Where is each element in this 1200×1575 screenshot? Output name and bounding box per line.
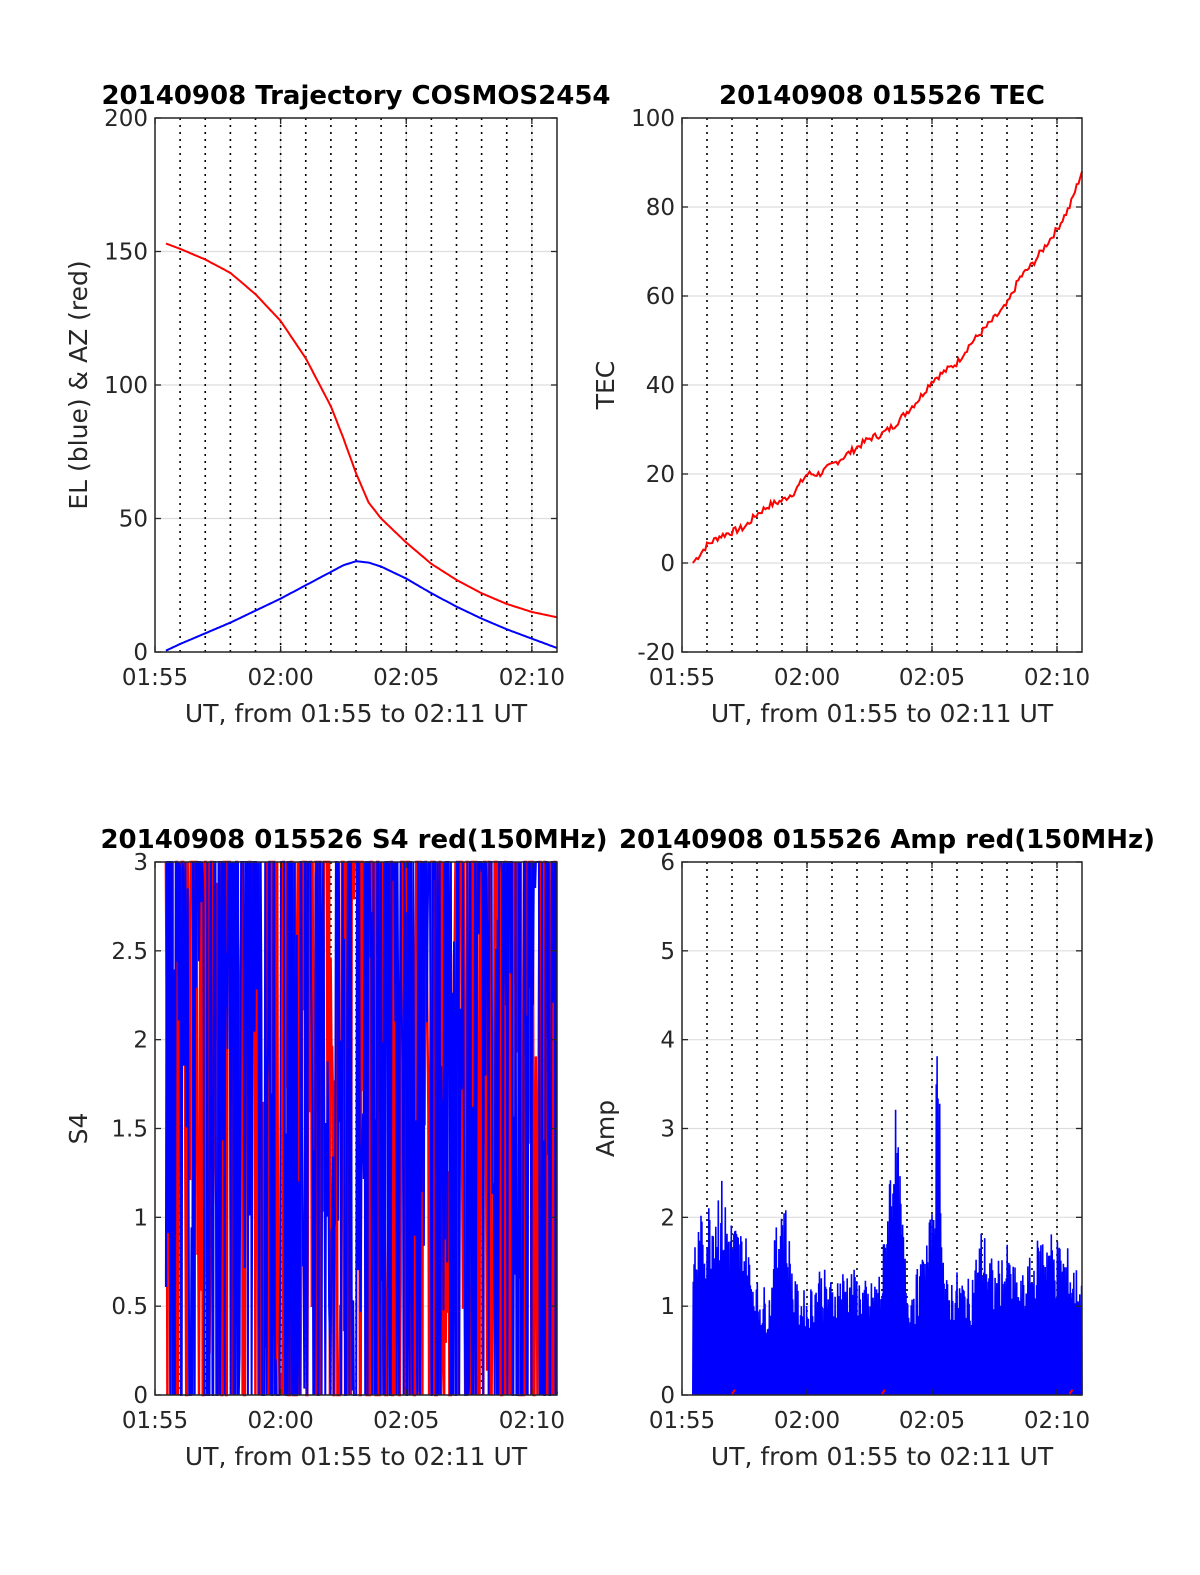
y-tick-label: 1.5: [111, 1117, 148, 1143]
y-tick-label: 0.5: [111, 1294, 148, 1320]
y-tick-label: 0: [133, 1383, 148, 1409]
chart-title: 20140908 015526 S4 red(150MHz): [100, 825, 607, 855]
series-el: [165, 560, 558, 652]
y-axis-label: Amp: [591, 1100, 620, 1157]
chart-title: 20140908 Trajectory COSMOS2454: [101, 81, 610, 111]
series-tec: [692, 171, 1083, 564]
y-tick-label: 0: [660, 551, 675, 577]
chart-1: 0 50 100 150 200 01:55 02:00 02:05 02:10 UT, from…: [64, 81, 611, 728]
x-axis-label: UT, from 01:55 to 02:11 UT: [185, 699, 528, 728]
x-tick-label: 02:10: [1024, 1408, 1090, 1434]
x-tick-label: 02:00: [774, 1408, 840, 1434]
amp-red-mark: [881, 1389, 886, 1395]
y-axis-label: EL (blue) & AZ (red): [64, 260, 93, 509]
chart-title: 20140908 015526 TEC: [719, 81, 1045, 111]
y-tick-label: 150: [104, 240, 148, 266]
y-tick-label: 100: [104, 373, 148, 399]
chart-4: 0 1 2 3 4 5 6 01:55 02:00 02:05 02:10 UT, from 01:5…: [591, 825, 1155, 1471]
y-tick-label: 0: [133, 640, 148, 666]
y-tick-label: 60: [646, 284, 675, 310]
x-tick-label: 02:05: [899, 1408, 965, 1434]
x-tick-label: 02:05: [899, 665, 965, 691]
x-tick-label: 02:05: [373, 665, 439, 691]
x-tick-label: 02:00: [774, 665, 840, 691]
y-tick-label: 3: [133, 850, 148, 876]
x-tick-label: 02:00: [247, 1408, 313, 1434]
y-tick-label: 40: [646, 373, 675, 399]
y-tick-label: 50: [119, 507, 148, 533]
x-tick-label: 01:55: [122, 665, 188, 691]
chart-2: -20 0 20 40 60 80 100 01:55 02:00 02:05 02:10 UT, f…: [591, 81, 1090, 728]
x-tick-label: 02:10: [1024, 665, 1090, 691]
y-tick-label: 2: [133, 1028, 148, 1054]
y-axis-label: TEC: [591, 361, 620, 411]
series-blue-series: [164, 861, 558, 1396]
amp-red-mark: [1068, 1389, 1074, 1395]
y-tick-label: 4: [660, 1028, 675, 1054]
y-tick-label: 0: [660, 1383, 675, 1409]
chart-3: 0 0.5 1 1.5 2 2.5 3 01:55 02:00 02:05 02:10 UT, fro…: [64, 825, 608, 1471]
x-tick-label: 01:55: [649, 1408, 715, 1434]
x-tick-label: 01:55: [649, 665, 715, 691]
y-tick-label: 6: [660, 850, 675, 876]
x-axis-label: UT, from 01:55 to 02:11 UT: [711, 699, 1054, 728]
chart-title: 20140908 015526 Amp red(150MHz): [619, 825, 1155, 855]
x-tick-label: 02:00: [247, 665, 313, 691]
y-tick-label: 20: [646, 462, 675, 488]
y-tick-label: 80: [646, 195, 675, 221]
x-tick-label: 02:10: [499, 665, 565, 691]
y-tick-label: 200: [104, 106, 148, 132]
x-tick-label: 02:10: [499, 1408, 565, 1434]
x-tick-label: 01:55: [122, 1408, 188, 1434]
x-tick-label: 02:05: [373, 1408, 439, 1434]
y-tick-label: 2.5: [111, 939, 148, 965]
y-tick-label: 3: [660, 1117, 675, 1143]
y-tick-label: 2: [660, 1205, 675, 1231]
x-axis-label: UT, from 01:55 to 02:11 UT: [185, 1442, 528, 1471]
y-tick-label: 100: [631, 106, 675, 132]
amp-red-mark: [731, 1389, 736, 1395]
x-axis-label: UT, from 01:55 to 02:11 UT: [711, 1442, 1054, 1471]
y-tick-label: 1: [660, 1294, 675, 1320]
y-tick-label: 1: [133, 1205, 148, 1231]
series-az: [165, 242, 558, 619]
y-tick-label: -20: [637, 640, 675, 666]
y-tick-label: 5: [660, 939, 675, 965]
y-axis-label: S4: [64, 1113, 93, 1145]
